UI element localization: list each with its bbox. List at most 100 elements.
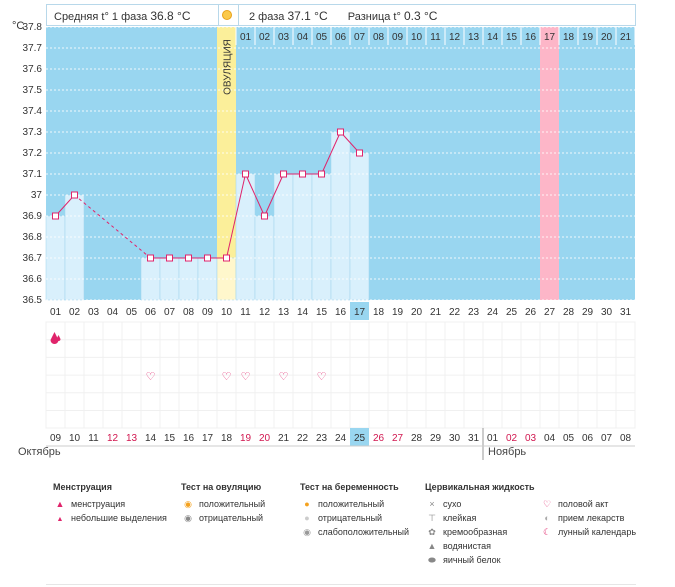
phase2-day-label: 05 [316,32,328,43]
phase2-summary: 2 фаза 37.1 °C Разница t° 0.3 °C [238,4,636,26]
calendar-date-label: 03 [525,433,537,444]
calendar-date-label: 16 [183,433,195,444]
creamy-icon: ✿ [428,527,436,537]
phase1-summary: Средняя t° 1 фаза 36.8 °C [46,4,219,26]
y-tick-label: 36.6 [23,274,43,285]
y-tick-label: 36.5 [23,295,43,306]
legend-other: ♡ половой акт ◐ прием лекарств ☾ лунный кал… [540,482,636,539]
calendar-date-label: 02 [506,433,518,444]
legend-title: Тест на овуляцию [181,482,262,492]
calendar-date-label: 13 [126,433,138,444]
cycle-day-label: 21 [430,307,442,318]
heart-icon: ♡ [146,370,156,383]
menstruation-icon [50,332,59,344]
y-tick-label: 37.5 [23,85,43,96]
legend-item: ▲ небольшие выделения [53,511,167,525]
legend-item: ▲ менструация [53,497,167,511]
phase2-day-label: 17 [544,32,556,43]
diff-value: 0.3 °C [403,9,438,23]
calendar-date-label: 24 [335,433,347,444]
calendar-date-label: 10 [69,433,81,444]
calendar-date-label: 22 [297,433,309,444]
phase2-day-label: 04 [297,32,309,43]
heart-icon: ♡ [241,370,251,383]
calendar-date-label: 15 [164,433,176,444]
calendar-date-label: 08 [620,433,632,444]
egg-white-icon: ⬬ [428,555,436,565]
calendar-date-label: 31 [468,433,480,444]
diff-label: Разница t° [347,11,401,23]
heart-icon: ♡ [542,499,552,509]
calendar-date-label: 29 [430,433,442,444]
calendar-date-label: 06 [582,433,594,444]
legend-item: ♡ половой акт [540,497,636,511]
phase2-day-label: 20 [601,32,613,43]
cycle-day-label: 27 [544,307,556,318]
dry-icon: × [429,499,435,509]
cycle-day-label: 11 [240,307,251,318]
footer-divider [46,584,636,585]
y-tick-label: 37.2 [23,148,43,159]
bbt-chart: 36.5 36.6 36.7 36.8 36.9 37 37.1 37.2 37.3 37.4 37… [12,20,636,460]
temp-point [204,254,211,262]
temp-point [280,170,287,178]
y-tick-label: 37.6 [23,64,43,75]
ovulation-column [217,27,236,300]
temp-point [147,254,154,262]
legend-item: ● положительный [300,497,409,511]
cycle-day-label: 15 [316,307,328,318]
legend-item: ✿ кремообразная [425,525,535,539]
cycle-day-highlight [350,302,369,320]
temp-point [261,212,268,220]
calendar-date-label: 01 [487,433,499,444]
phase2-day-label: 11 [430,32,441,43]
pregnancy-negative-icon: ● [304,513,310,523]
calendar-date-label: 11 [88,433,99,444]
cycle-day-label: 30 [601,307,613,318]
temp-point [356,149,363,157]
phase2-day-label: 12 [449,32,461,43]
y-tick-label: 36.7 [23,253,43,264]
ovulation-positive-icon: ◉ [184,499,192,509]
phase2-label: 2 фаза [249,11,285,23]
legend-cervical: Цервикальная жидкость × сухо ⊤ клейкая ✿ кр… [425,482,535,567]
heart-icon: ♡ [317,370,327,383]
calendar-date-label: 28 [411,433,423,444]
cycle-day-label: 07 [164,307,176,318]
cycle-day-label: 25 [506,307,518,318]
calendar-date-label: 04 [544,433,556,444]
legend-ovulation-test: Тест на овуляцию ◉ положительный ◉ отрицат… [181,482,265,525]
phase2-day-label: 08 [373,32,385,43]
pregnancy-positive-icon: ● [304,499,310,509]
cycle-day-label: 22 [449,307,461,318]
calendar-date-label: 23 [316,433,328,444]
y-tick-label: 37.3 [23,127,43,138]
watery-icon: ▲ [427,541,437,551]
calendar-date-label: 12 [107,433,119,444]
cycle-day-label: 12 [259,307,271,318]
cycle-day-label: 14 [297,307,309,318]
month-label-start: Октябрь [18,446,61,458]
cycle-day-label: 18 [373,307,385,318]
menstruation-icon [56,335,61,341]
phase2-day-label: 01 [240,32,252,43]
pill-icon: ◐ [544,513,550,523]
legend-menstruation: Менструация ▲ менструация ▲ небольшие выде… [53,482,167,525]
y-tick-label: 37.1 [23,169,43,180]
temp-line-segment [245,173,265,217]
cycle-day-label: 23 [468,307,480,318]
sun-icon [222,10,232,20]
phase2-day-label: 10 [411,32,423,43]
phase2-day-label: 19 [582,32,594,43]
temp-point [337,128,344,136]
cycle-day-label: 03 [88,307,100,318]
phase2-day-label: 18 [563,32,575,43]
phase2-day-label: 21 [620,32,632,43]
legend-item: ▲ водянистая [425,539,535,553]
cycle-day-label: 17 [354,307,366,318]
temp-point [52,212,59,220]
cycle-day-label: 31 [620,307,632,318]
calendar-date-label: 07 [601,433,613,444]
cycle-day-label: 19 [392,307,404,318]
temp-point [299,170,306,178]
